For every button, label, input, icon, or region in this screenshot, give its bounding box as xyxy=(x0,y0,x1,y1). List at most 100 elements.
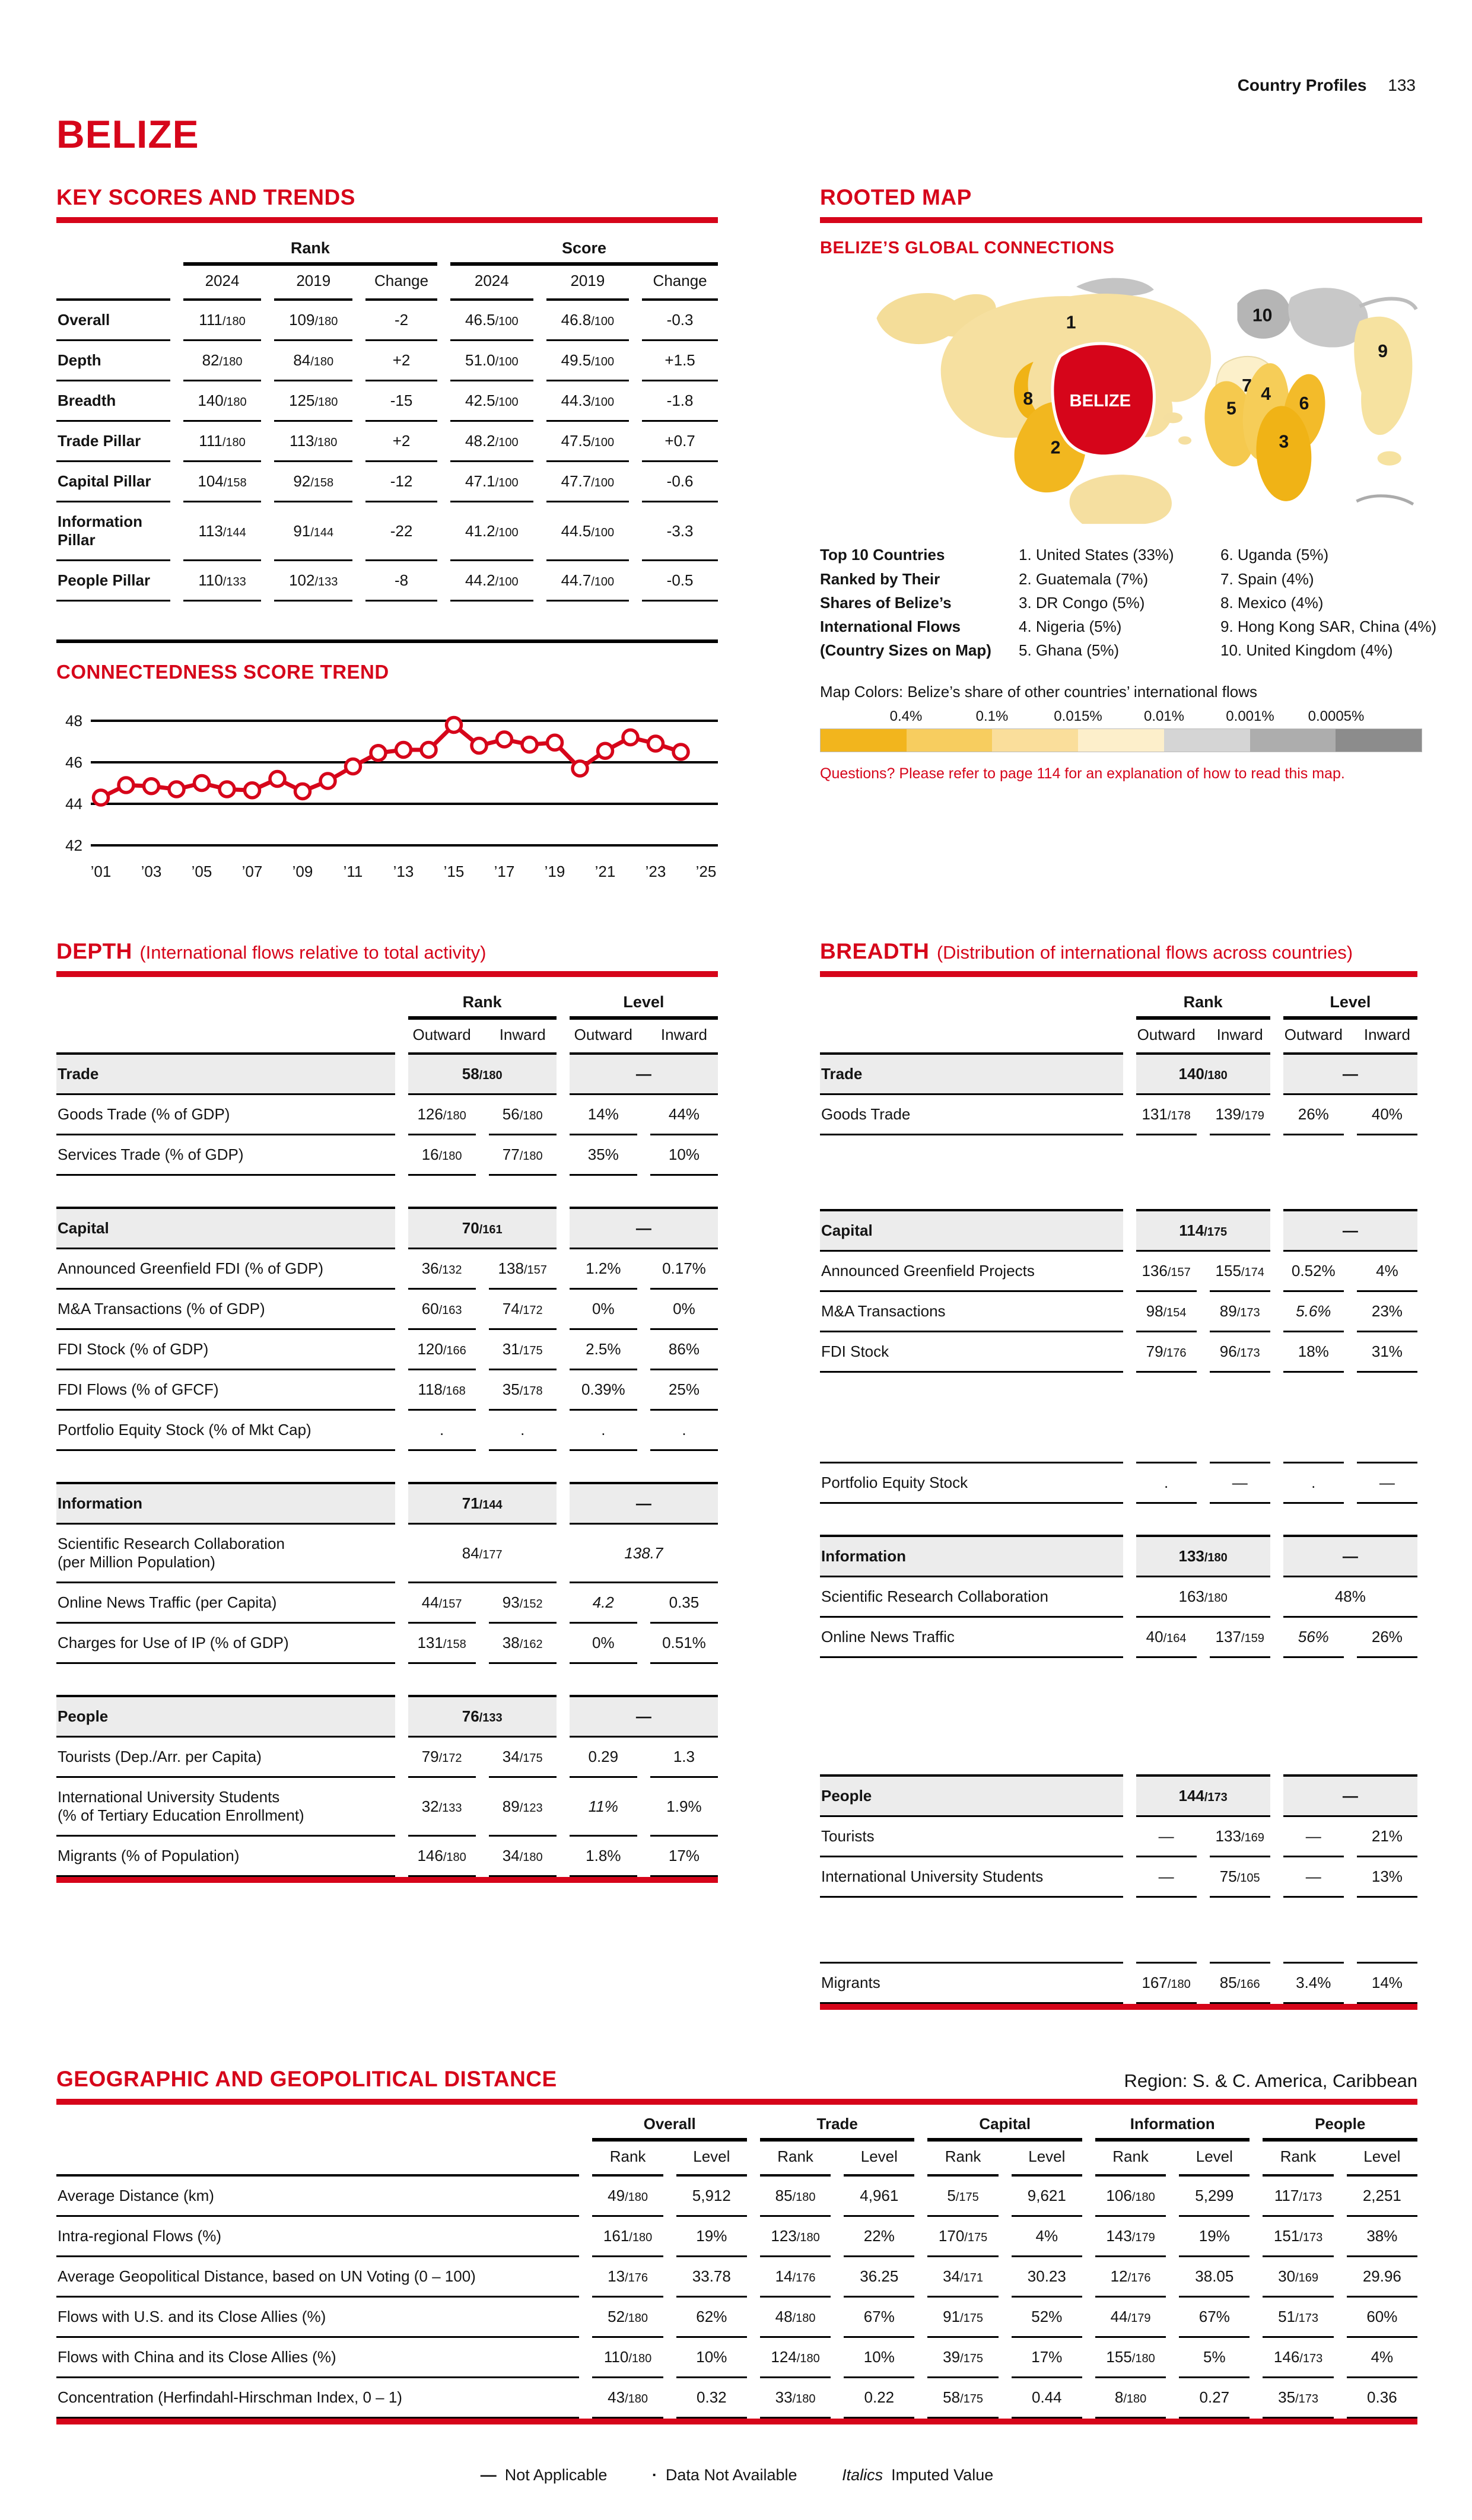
spacer-row xyxy=(820,1135,1417,1209)
value-cell: 71/144 xyxy=(408,1482,557,1525)
map-united-kingdom-blob xyxy=(1237,289,1291,339)
map-asia-blob-2 xyxy=(1377,451,1401,466)
value-cell: 146/173 xyxy=(1263,2338,1334,2378)
value-cell: 47.5/100 xyxy=(546,422,630,462)
x-axis-tick: ’21 xyxy=(595,863,616,880)
top10-item: 9. Hong Kong SAR, China (4%) xyxy=(1220,618,1437,636)
value-cell: 35/178 xyxy=(488,1370,557,1411)
value-cell: 38.05 xyxy=(1179,2257,1250,2298)
data-point xyxy=(117,776,135,794)
depth-end-rule xyxy=(56,1877,718,1883)
table-row: Announced Greenfield Projects 136/157 155/… xyxy=(820,1252,1417,1292)
row-label: Trade Pillar xyxy=(56,422,170,462)
map-label-2: 2 xyxy=(1051,438,1061,458)
value-cell: 49/180 xyxy=(592,2174,663,2217)
map-label-3: 3 xyxy=(1279,432,1289,452)
top10-item: 10. United Kingdom (4%) xyxy=(1220,641,1393,660)
value-cell: 5,299 xyxy=(1179,2174,1250,2217)
row-label: Capital Pillar xyxy=(56,462,170,502)
legend-swatch xyxy=(906,728,993,752)
row-label: Scientific Research Collaboration (per Mi… xyxy=(56,1525,395,1583)
footer-na-label: Not Applicable xyxy=(504,2466,608,2484)
group-header-row: Rank Level xyxy=(820,983,1417,1020)
value-cell: 120/166 xyxy=(408,1330,476,1370)
value-cell: 44% xyxy=(650,1095,718,1135)
row-label: FDI Stock (% of GDP) xyxy=(56,1330,395,1370)
row-label: FDI Stock xyxy=(820,1332,1123,1373)
key-scores-row: Overall 111/180 109/180 -2 46.5/100 46.8/100-… xyxy=(56,298,718,341)
geo-row: Average Distance (km) 49/180 5,912 85/180 4,… xyxy=(56,2174,1417,2217)
data-point xyxy=(192,774,211,793)
spacer-cell xyxy=(56,1664,718,1695)
column-header: Inward xyxy=(1363,1026,1410,1043)
value-cell: 137/159 xyxy=(1209,1618,1270,1658)
value-cell: 106/180 xyxy=(1095,2174,1166,2217)
geo-row: Intra-regional Flows (%) 161/180 19% 123/18… xyxy=(56,2217,1417,2257)
row-label: Services Trade (% of GDP) xyxy=(56,1135,395,1176)
map-label-8: 8 xyxy=(1023,389,1033,409)
value-cell: 18% xyxy=(1283,1332,1344,1373)
value-cell: 12/176 xyxy=(1095,2257,1166,2298)
value-cell: 5% xyxy=(1179,2338,1250,2378)
breadth-subtitle: (Distribution of international flows acr… xyxy=(936,942,1353,963)
value-cell: 52/180 xyxy=(592,2298,663,2338)
breadth-end-rule xyxy=(820,2004,1417,2010)
pillar-head: Rank Level Outward Inward Outward Inward xyxy=(820,983,1417,1052)
value-cell: 14% xyxy=(1356,1962,1417,2004)
rooted-map-rule xyxy=(820,217,1422,223)
key-scores-body: Overall 111/180 109/180 -2 46.5/100 46.8/100-… xyxy=(56,298,718,602)
map-label-5: 5 xyxy=(1226,399,1236,418)
value-cell: 38/162 xyxy=(488,1624,557,1664)
value-cell: 48% xyxy=(1283,1577,1417,1618)
spacer-cell xyxy=(820,1504,1417,1535)
value-cell: — xyxy=(1283,1817,1344,1857)
value-cell: 4% xyxy=(1011,2217,1082,2257)
value-cell: 2,251 xyxy=(1346,2174,1417,2217)
value-cell: 48.2/100 xyxy=(450,422,533,462)
map-label-6: 6 xyxy=(1299,394,1309,413)
row-label: Charges for Use of IP (% of GDP) xyxy=(56,1624,395,1664)
value-cell: 11% xyxy=(569,1778,637,1837)
value-cell: 140/180 xyxy=(1136,1052,1270,1095)
map-arctic-blob xyxy=(1076,278,1154,296)
value-cell: 5.6% xyxy=(1283,1292,1344,1332)
value-cell: — xyxy=(1136,1817,1197,1857)
corner-cell xyxy=(56,2105,579,2142)
map-label-10: 10 xyxy=(1252,306,1273,325)
value-cell: 131/158 xyxy=(408,1624,476,1664)
y-axis-tick: 44 xyxy=(65,795,82,813)
top10-list-2: 6. Uganda (5%) 7. Spain (4%) 8. Mexico (4%… xyxy=(1220,543,1437,662)
map-oceania-line xyxy=(1356,494,1414,506)
value-cell: 47.1/100 xyxy=(450,462,533,502)
rooted-map-title: ROOTED MAP xyxy=(820,185,972,209)
value-cell: 91/144 xyxy=(274,502,353,561)
value-cell: 136/157 xyxy=(1136,1252,1197,1292)
value-cell: 34/175 xyxy=(488,1738,557,1778)
value-cell: 170/175 xyxy=(927,2217,999,2257)
legend-swatch xyxy=(1163,728,1250,752)
section-row: Information 71/144 — xyxy=(56,1482,718,1525)
value-cell: 111/180 xyxy=(183,422,262,462)
key-scores-table: Rank Score 2024 2019 Change 2024 2019 Change Ove… xyxy=(43,229,731,602)
value-cell: 85/180 xyxy=(759,2174,831,2217)
column-header: Rank xyxy=(1280,2147,1317,2165)
row-label: Average Geopolitical Distance, based on … xyxy=(56,2257,580,2298)
legend-swatch xyxy=(992,728,1079,752)
value-cell: 1.9% xyxy=(650,1778,718,1837)
row-label: People xyxy=(56,1695,395,1738)
connectedness-trend-chart: 48 46 44 42 ’01 ’03 ’05 ’07 ’09 ’11 ’13 ’15 ’17 ’19 ’2… xyxy=(65,712,718,880)
geo-row: Concentration (Herfindahl-Hirschman Inde… xyxy=(56,2378,1417,2419)
value-cell: . xyxy=(650,1411,718,1451)
value-cell: +1.5 xyxy=(642,341,718,381)
group-header: Rank xyxy=(408,983,557,1020)
page-number: 133 xyxy=(1388,76,1416,94)
value-cell: 51.0/100 xyxy=(450,341,533,381)
value-cell: 33/180 xyxy=(759,2378,831,2419)
value-cell: . xyxy=(1136,1462,1197,1504)
spacer-cell xyxy=(56,1451,718,1482)
depth-subtitle: (International flows relative to total a… xyxy=(139,942,487,963)
row-label: Online News Traffic (per Capita) xyxy=(56,1583,395,1624)
value-cell: 70/161 xyxy=(408,1207,557,1249)
dot-icon: · xyxy=(651,2466,657,2484)
